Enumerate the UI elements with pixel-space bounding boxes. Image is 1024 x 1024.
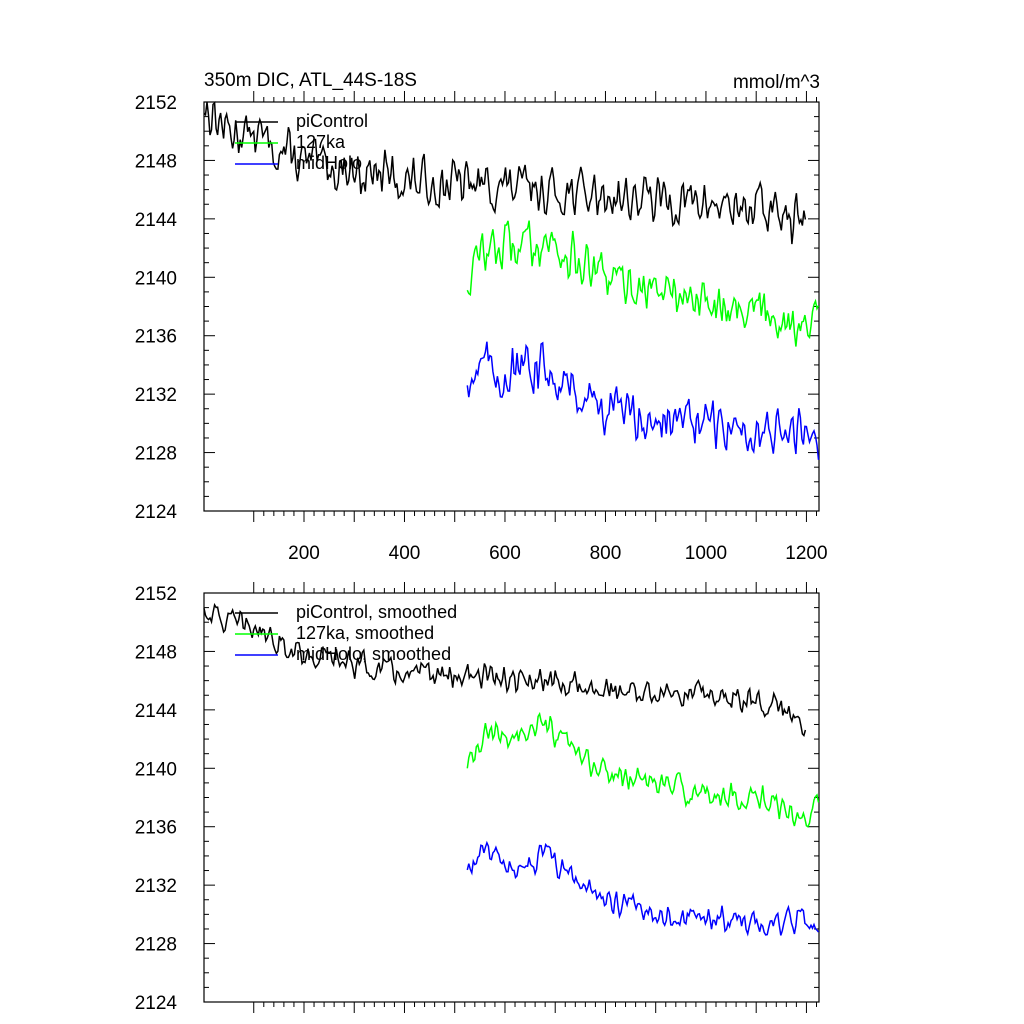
- units-label: mmol/m^3: [733, 72, 820, 93]
- y-tick-label: 2124: [135, 502, 178, 523]
- y-tick-label: 2136: [135, 327, 177, 348]
- axes: 2124 2128 2132 2136 2140 2144 2148 2152: [135, 582, 819, 1014]
- x-tick-label: 600: [489, 543, 521, 564]
- x-tick-label: 1000: [685, 543, 727, 564]
- series-lines: [203, 101, 820, 460]
- y-tick-label: 2144: [135, 210, 178, 231]
- y-tick-label: 2128: [135, 935, 177, 956]
- legend-label: midHolo, smoothed: [296, 644, 451, 664]
- series-line: [466, 711, 820, 828]
- y-tick-label: 2140: [135, 268, 177, 289]
- legend-label: 127ka: [296, 132, 346, 152]
- x-tick-label: 400: [389, 543, 421, 564]
- y-tick-label: 2132: [135, 876, 177, 897]
- y-tick-label: 2124: [135, 993, 178, 1014]
- series-line: [203, 101, 807, 245]
- legend-label: midHolo: [296, 153, 362, 173]
- y-tick-label: 2144: [135, 701, 178, 722]
- axes: 2124 2128 2132 2136 2140 2144 2148 2152 200 400 60…: [135, 91, 828, 564]
- top-panel: 350m DIC, ATL_44S-18S mmol/m^3 212421282…: [135, 70, 828, 564]
- legend-label: 127ka, smoothed: [296, 623, 434, 643]
- series-line: [203, 602, 807, 737]
- y-tick-label: 2152: [135, 93, 177, 114]
- y-tick-label: 2128: [135, 444, 177, 465]
- y-tick-label: 2152: [135, 584, 177, 605]
- series-line: [466, 220, 820, 347]
- series-lines: [203, 602, 820, 937]
- series-line: [466, 840, 820, 937]
- series-line: [466, 341, 820, 460]
- y-tick-label: 2140: [135, 759, 177, 780]
- x-tick-label: 800: [590, 543, 622, 564]
- y-tick-label: 2132: [135, 385, 177, 406]
- y-tick-label: 2148: [135, 642, 177, 663]
- bottom-panel: 2124 2128 2132 2136 2140 2144 2148 2152 piContr…: [135, 582, 820, 1014]
- legend-label: piControl, smoothed: [296, 602, 457, 622]
- y-tick-label: 2148: [135, 151, 177, 172]
- chart-title: 350m DIC, ATL_44S-18S: [204, 70, 417, 91]
- x-tick-label: 200: [288, 543, 320, 564]
- legend-label: piControl: [296, 111, 368, 131]
- y-tick-label: 2136: [135, 818, 177, 839]
- x-tick-label: 1200: [785, 543, 827, 564]
